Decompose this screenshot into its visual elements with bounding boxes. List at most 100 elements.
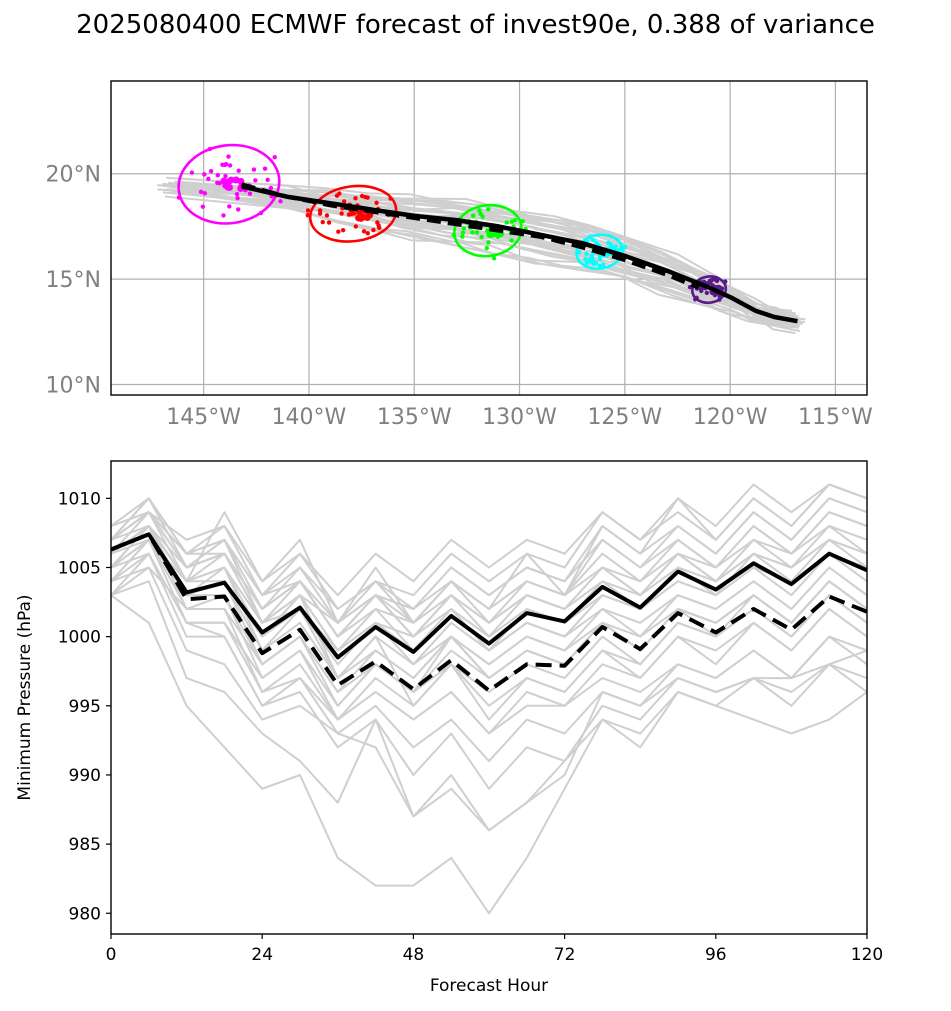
ensemble-position-point <box>357 215 365 222</box>
ensemble-position-point <box>326 220 332 225</box>
map-plot-area <box>157 143 806 335</box>
ensemble-position-point <box>361 229 367 234</box>
ensemble-member-line <box>111 525 867 735</box>
lon-tick-label: 135°W <box>377 405 452 430</box>
y-tick-label: 995 <box>69 697 101 717</box>
ensemble-member-line <box>111 566 867 693</box>
ensemble-position-point <box>220 177 228 185</box>
lat-tick-label: 10°N <box>46 373 101 398</box>
x-tick-label: 120 <box>851 945 883 965</box>
ensemble-position-point <box>509 238 514 243</box>
ensemble-member-line <box>111 525 867 680</box>
mean-track-line <box>241 184 798 324</box>
ensemble-position-point <box>704 290 710 296</box>
pressure-frame <box>110 460 868 935</box>
ensemble-track <box>168 181 797 320</box>
ensemble-position-point <box>236 207 241 212</box>
ensemble-position-point <box>334 193 340 198</box>
ensemble-position-point <box>346 212 352 217</box>
y-tick-label: 1010 <box>58 489 101 509</box>
ensemble-position-point <box>189 170 195 175</box>
ensemble-position-point <box>341 199 347 204</box>
ensemble-position-point <box>200 204 206 209</box>
ensemble-position-point <box>474 230 480 235</box>
ensemble-position-point <box>340 227 346 233</box>
ensemble-position-point <box>486 207 491 212</box>
ensemble-position-point <box>480 214 485 219</box>
ensemble-position-point <box>317 211 323 216</box>
ensemble-position-point <box>477 208 482 213</box>
ensemble-position-point <box>504 220 509 225</box>
ensemble-member-line <box>111 511 867 638</box>
ensemble-position-point <box>377 225 382 230</box>
ensemble-position-point <box>278 199 283 204</box>
ensemble-member-line <box>111 497 867 638</box>
ensemble-position-point <box>265 177 270 183</box>
ensemble-position-point <box>371 227 376 233</box>
figure-title: 2025080400 ECMWF forecast of invest90e, … <box>76 10 875 40</box>
x-tick-label: 72 <box>554 945 576 965</box>
ensemble-position-point <box>591 261 596 266</box>
track-map-panel: 145°W 140°W 135°W 130°W 125°W 120°W 115°W 20°N 1… <box>46 80 873 430</box>
ensemble-position-point <box>305 208 311 213</box>
ensemble-position-point <box>584 260 590 265</box>
ensemble-position-point <box>601 262 606 267</box>
ensemble-position-point <box>597 263 602 268</box>
x-tick-label: 96 <box>705 945 727 965</box>
lon-tick-label: 125°W <box>587 405 662 430</box>
ensemble-position-point <box>227 176 235 184</box>
ensemble-position-point <box>232 176 240 184</box>
mean-pressure-line <box>111 532 867 660</box>
ensemble-position-point <box>461 226 467 231</box>
ensemble-member-line <box>111 538 867 707</box>
control-pressure-line <box>111 532 867 693</box>
ensemble-position-point <box>353 196 358 201</box>
ensemble-position-point <box>272 155 277 160</box>
ensemble-track <box>174 182 799 318</box>
ensemble-member-line <box>111 525 867 680</box>
ensemble-position-point <box>226 184 233 191</box>
ensemble-position-point <box>590 255 595 261</box>
lon-tick-label: 140°W <box>272 405 347 430</box>
ensemble-position-point <box>226 154 231 159</box>
ensemble-member-line <box>111 511 867 638</box>
ensemble-position-point <box>594 240 599 246</box>
ensemble-track <box>163 185 801 320</box>
ensemble-position-point <box>608 242 613 247</box>
position-spread-ellipse <box>690 275 728 305</box>
y-tick-label: 1000 <box>58 628 101 648</box>
lat-tick-label: 20°N <box>46 163 101 188</box>
ensemble-position-point <box>206 176 211 182</box>
position-spread-ellipse <box>575 233 624 271</box>
lon-tick-label: 130°W <box>482 405 557 430</box>
ensemble-position-point <box>484 245 490 251</box>
ensemble-member-line <box>111 580 867 832</box>
ensemble-position-point <box>491 256 497 261</box>
x-tick-label: 0 <box>106 945 117 965</box>
ensemble-position-point <box>707 278 712 284</box>
control-track-line <box>241 182 700 290</box>
x-axis-label: Forecast Hour <box>430 976 548 996</box>
ensemble-position-point <box>622 244 628 250</box>
ensemble-member-line <box>111 483 867 610</box>
map-frame <box>110 80 868 396</box>
ensemble-position-point <box>470 213 476 218</box>
ensemble-position-point <box>470 230 475 235</box>
lon-tick-label: 145°W <box>166 405 241 430</box>
lon-tick-label: 115°W <box>798 405 873 430</box>
ensemble-position-point <box>253 178 258 183</box>
ensemble-position-point <box>221 213 226 218</box>
ensemble-position-point <box>339 211 344 216</box>
ensemble-position-point <box>365 195 370 200</box>
position-spread-ellipse <box>177 143 281 225</box>
y-tick-label: 980 <box>69 904 101 924</box>
ensemble-position-point <box>223 161 229 167</box>
ensemble-member-line <box>111 525 867 652</box>
ensemble-position-point <box>699 286 704 292</box>
ensemble-track <box>180 181 796 315</box>
ensemble-position-point <box>215 172 221 178</box>
ensemble-position-point <box>220 162 225 167</box>
ensemble-position-point <box>597 257 603 262</box>
ensemble-position-point <box>460 230 466 236</box>
